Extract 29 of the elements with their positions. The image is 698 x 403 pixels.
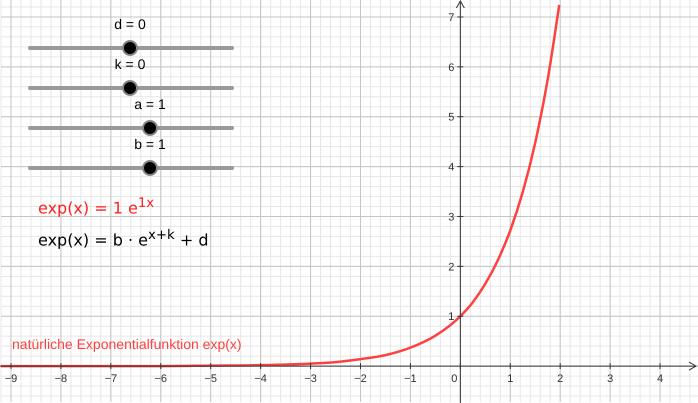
y-tick-label: 5 <box>448 112 454 124</box>
annotation: exp(x) = 1 e$^{1x}$ <box>38 196 154 218</box>
x-tick-label: −5 <box>204 373 217 386</box>
x-tick-label: −2 <box>354 373 367 386</box>
x-tick-label: −1 <box>404 373 417 386</box>
annotation: k = 0 <box>114 56 146 72</box>
x-tick-label: −4 <box>254 373 267 386</box>
y-tick-label: 1 <box>448 311 454 324</box>
y-tick-label: 7 <box>448 12 454 24</box>
x-tick-label: −6 <box>154 373 168 386</box>
x-tick-label: 1 <box>507 373 514 386</box>
annotation: exp(x) = b · e$^{x+k}$ + d <box>38 228 208 250</box>
x-tick-label: −7 <box>104 373 118 386</box>
annotation: d = 0 <box>113 16 147 32</box>
annotation: b = 1 <box>133 136 167 152</box>
annotation: a = 1 <box>133 96 167 112</box>
x-tick-label: −3 <box>304 373 317 386</box>
x-tick-label: −9 <box>4 373 18 386</box>
y-tick-label: 6 <box>448 62 454 74</box>
y-tick-label: 3 <box>448 211 454 224</box>
x-tick-label: −8 <box>54 373 68 386</box>
series-label: natürliche Exponentialfunktion exp(x) <box>12 336 242 352</box>
x-tick-label: 4 <box>656 373 664 386</box>
y-tick-label: 2 <box>448 261 454 274</box>
x-tick-label: 0 <box>451 373 458 386</box>
y-tick-label: 4 <box>448 162 454 174</box>
x-tick-label: 3 <box>607 373 614 386</box>
line-series <box>1 4 560 368</box>
x-tick-label: 2 <box>557 373 564 386</box>
